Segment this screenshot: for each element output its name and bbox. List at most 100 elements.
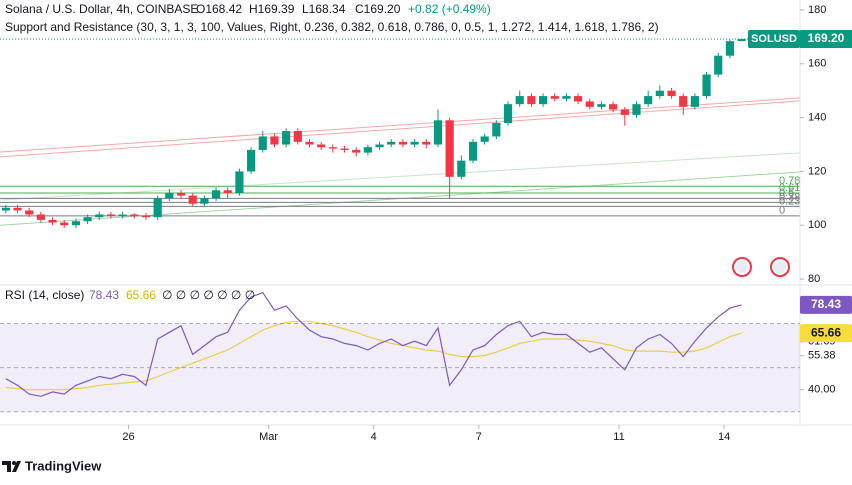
- candle-body: [468, 141, 478, 161]
- rsi-line: [5, 320, 742, 391]
- trendline: [0, 100, 800, 158]
- candle-body: [165, 192, 174, 199]
- candle-body: [25, 210, 34, 215]
- symbol-tag: [748, 30, 800, 49]
- level-label: 0: [779, 205, 785, 217]
- x-tick-label: 4: [371, 431, 377, 443]
- candle-body: [270, 136, 279, 145]
- candle-body: [188, 195, 197, 204]
- candle-body: [655, 90, 664, 97]
- rsi-line: [5, 291, 742, 397]
- candle-body: [632, 104, 641, 115]
- candle-body: [340, 148, 349, 150]
- candle-body: [130, 214, 139, 216]
- candle-body: [1, 207, 10, 211]
- level-label: 0.382: [779, 191, 807, 203]
- header-change: +0.82 (+0.49%): [408, 2, 491, 16]
- trendline: [0, 152, 800, 201]
- candle-body: [106, 214, 116, 216]
- x-tick-label: 11: [613, 431, 624, 443]
- candle-body: [679, 96, 688, 107]
- rsi-title: RSI (14, close): [5, 288, 84, 302]
- rsi-legend-value: 78.43: [89, 288, 119, 302]
- symbol-tag-label: SOLUSD: [751, 33, 797, 45]
- flag-icons: [732, 257, 790, 277]
- brand-logo: [2, 461, 21, 472]
- candle-body: [492, 122, 501, 137]
- candle-body: [305, 141, 314, 145]
- level-label: 0.5: [779, 187, 794, 199]
- candle-body: [352, 149, 361, 153]
- candle-body: [247, 149, 256, 172]
- indicator-title: Support and Resistance (30, 3, 1, 3, 100…: [5, 20, 659, 34]
- candle-body: [293, 131, 302, 142]
- candle-body: [538, 96, 548, 105]
- candle-body: [644, 96, 653, 105]
- y-tick-label: 160: [808, 58, 826, 70]
- candle-body: [176, 192, 186, 196]
- price-tag: [800, 30, 852, 49]
- rsi-tick-label: 55.38: [808, 350, 836, 362]
- candle-body: [258, 136, 267, 150]
- header-close: C169.20: [355, 2, 401, 16]
- candle-body: [153, 198, 162, 218]
- candle-body: [36, 214, 45, 220]
- candle-body: [211, 190, 221, 199]
- candle-body: [585, 101, 594, 107]
- trendline: [0, 97, 800, 153]
- candle-body: [737, 39, 746, 42]
- candle-body: [200, 198, 209, 204]
- candle-body: [363, 147, 372, 153]
- x-tick-label: Mar: [259, 431, 278, 443]
- candle-body: [550, 96, 559, 99]
- candle-body: [235, 171, 244, 193]
- candle-body: [609, 104, 618, 110]
- x-tick-label: 26: [122, 431, 134, 443]
- header-symbol: Solana / U.S. Dollar, 4h, COINBASE: [5, 2, 198, 16]
- candle-body: [527, 96, 536, 105]
- candle-body: [118, 214, 127, 216]
- candle-body: [445, 120, 454, 177]
- candle-body: [328, 147, 337, 149]
- candle-body: [690, 96, 699, 107]
- candle-body: [223, 190, 232, 193]
- candle-body: [71, 221, 80, 226]
- candle-body: [141, 215, 151, 218]
- candle-body: [83, 217, 92, 222]
- rsi-tick-label: 40.00: [808, 384, 836, 396]
- candle-body: [620, 109, 629, 115]
- rsi-ma-legend-value: 65.66: [126, 288, 156, 302]
- candle-body: [317, 144, 326, 148]
- candle-body: [398, 141, 408, 145]
- candle-body: [48, 219, 57, 223]
- candle-body: [387, 141, 396, 145]
- candle-body: [714, 55, 723, 75]
- x-tick-label: 14: [718, 431, 730, 443]
- candle-body: [95, 214, 104, 218]
- level-label: 0.236: [779, 195, 807, 207]
- rsi-na: ∅ ∅ ∅ ∅ ∅ ∅ ∅: [162, 288, 255, 302]
- rsi-value-tag-label: 65.66: [811, 325, 841, 339]
- header-high: H169.39: [249, 2, 295, 16]
- y-tick-label: 140: [808, 112, 826, 124]
- x-tick-label: 7: [476, 431, 482, 443]
- candle-body: [433, 120, 443, 145]
- y-tick-label: 100: [808, 219, 826, 231]
- rsi-value-tag-label: 78.43: [811, 297, 841, 311]
- candle-body: [667, 90, 676, 97]
- candle-body: [562, 96, 571, 99]
- rsi-value-tag: [800, 295, 852, 314]
- candle-body: [574, 96, 583, 102]
- candle-body: [410, 141, 419, 145]
- y-tick-label: 120: [808, 165, 826, 177]
- candle-body: [13, 207, 22, 211]
- candle-body: [60, 222, 69, 226]
- header-open: O168.42: [196, 2, 242, 16]
- candle-body: [282, 131, 291, 145]
- candle-body: [422, 141, 431, 145]
- y-tick-label: 80: [808, 273, 820, 285]
- rsi-value-tag: [800, 324, 852, 343]
- candle-body: [515, 96, 524, 105]
